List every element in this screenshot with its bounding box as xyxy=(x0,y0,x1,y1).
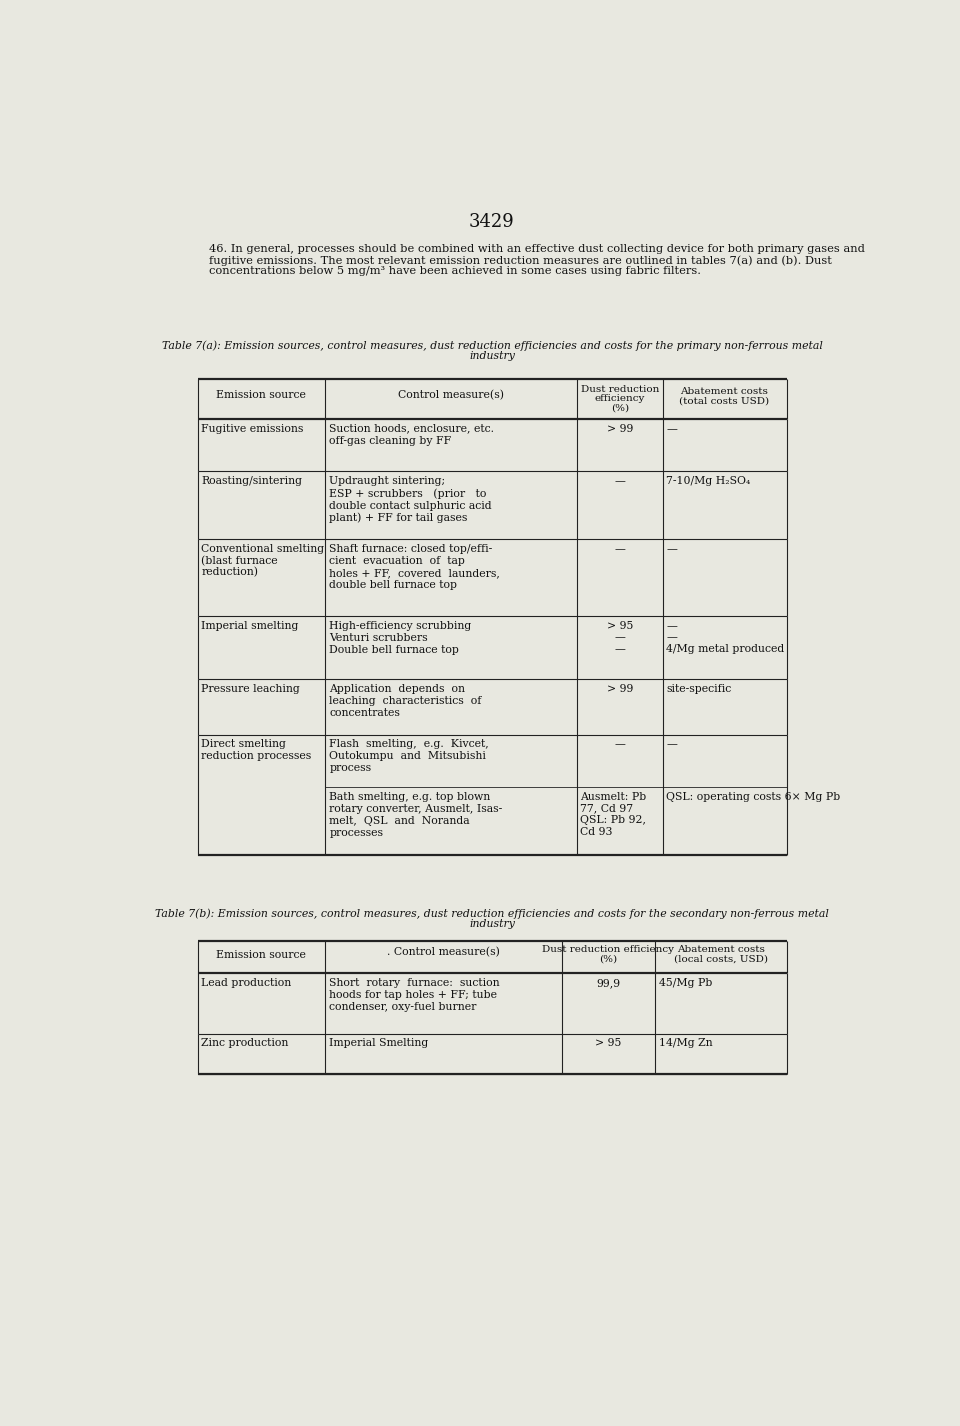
Text: Conventional smelting
(blast furnace
reduction): Conventional smelting (blast furnace red… xyxy=(202,543,324,578)
Text: 14/Mg Zn: 14/Mg Zn xyxy=(659,1038,712,1048)
Text: Zinc production: Zinc production xyxy=(202,1038,289,1048)
Text: > 95
—
—: > 95 — — xyxy=(607,620,633,655)
Text: —: — xyxy=(614,543,625,553)
Text: Table 7(b): Emission sources, control measures, dust reduction efficiencies and : Table 7(b): Emission sources, control me… xyxy=(156,908,828,920)
Text: 3429: 3429 xyxy=(469,214,515,231)
Text: > 99: > 99 xyxy=(607,684,633,694)
Text: 46. In general, processes should be combined with an effective dust collecting d: 46. In general, processes should be comb… xyxy=(209,244,865,254)
Text: —: — xyxy=(614,739,625,750)
Text: site-specific: site-specific xyxy=(666,684,732,694)
Text: Roasting/sintering: Roasting/sintering xyxy=(202,476,302,486)
Text: efficiency: efficiency xyxy=(594,395,645,404)
Text: 45/Mg Pb: 45/Mg Pb xyxy=(659,978,712,988)
Text: Imperial Smelting: Imperial Smelting xyxy=(329,1038,428,1048)
Text: (local costs, USD): (local costs, USD) xyxy=(674,954,768,963)
Text: 7-10/Mg H₂SO₄: 7-10/Mg H₂SO₄ xyxy=(666,476,751,486)
Text: (%): (%) xyxy=(611,404,629,412)
Text: . Control measure(s): . Control measure(s) xyxy=(387,947,500,957)
Text: Application  depends  on
leaching  characteristics  of
concentrates: Application depends on leaching characte… xyxy=(329,684,482,717)
Text: Direct smelting
reduction processes: Direct smelting reduction processes xyxy=(202,739,312,761)
Text: Bath smelting, e.g. top blown
rotary converter, Ausmelt, Isas-
melt,  QSL  and  : Bath smelting, e.g. top blown rotary con… xyxy=(329,791,502,837)
Text: Flash  smelting,  e.g.  Kivcet,
Outokumpu  and  Mitsubishi
process: Flash smelting, e.g. Kivcet, Outokumpu a… xyxy=(329,739,489,773)
Text: Lead production: Lead production xyxy=(202,978,292,988)
Text: Dust reduction: Dust reduction xyxy=(581,385,660,394)
Text: Shaft furnace: closed top/effi-
cient  evacuation  of  tap
holes + FF,  covered : Shaft furnace: closed top/effi- cient ev… xyxy=(329,543,500,590)
Text: Dust reduction efficiency: Dust reduction efficiency xyxy=(542,945,674,954)
Text: QSL: operating costs 6× Mg Pb: QSL: operating costs 6× Mg Pb xyxy=(666,791,841,801)
Text: industry: industry xyxy=(469,918,515,928)
Text: —: — xyxy=(614,476,625,486)
Text: Abatement costs: Abatement costs xyxy=(681,388,768,396)
Text: Fugitive emissions: Fugitive emissions xyxy=(202,424,303,434)
Text: > 99: > 99 xyxy=(607,424,633,434)
Text: Ausmelt: Pb
77, Cd 97
QSL: Pb 92,
Cd 93: Ausmelt: Pb 77, Cd 97 QSL: Pb 92, Cd 93 xyxy=(581,791,647,837)
Text: concentrations below 5 mg/m³ have been achieved in some cases using fabric filte: concentrations below 5 mg/m³ have been a… xyxy=(209,265,701,275)
Text: fugitive emissions. The most relevant emission reduction measures are outlined i: fugitive emissions. The most relevant em… xyxy=(209,255,832,265)
Text: 99,9: 99,9 xyxy=(596,978,620,988)
Text: —
—
4/Mg metal produced: — — 4/Mg metal produced xyxy=(666,620,784,655)
Text: Emission source: Emission source xyxy=(217,950,306,960)
Text: Control measure(s): Control measure(s) xyxy=(398,389,504,401)
Text: Suction hoods, enclosure, etc.
off-gas cleaning by FF: Suction hoods, enclosure, etc. off-gas c… xyxy=(329,424,494,446)
Text: —: — xyxy=(666,739,677,750)
Text: > 95: > 95 xyxy=(595,1038,621,1048)
Text: —: — xyxy=(666,424,677,434)
Text: Emission source: Emission source xyxy=(217,389,306,399)
Text: (%): (%) xyxy=(599,954,617,963)
Text: (total costs USD): (total costs USD) xyxy=(680,396,770,406)
Text: Updraught sintering;
ESP + scrubbers   (prior   to
double contact sulphuric acid: Updraught sintering; ESP + scrubbers (pr… xyxy=(329,476,492,523)
Text: Imperial smelting: Imperial smelting xyxy=(202,620,299,630)
Text: Short  rotary  furnace:  suction
hoods for tap holes + FF; tube
condenser, oxy-f: Short rotary furnace: suction hoods for … xyxy=(329,978,500,1012)
Text: Pressure leaching: Pressure leaching xyxy=(202,684,300,694)
Text: High-efficiency scrubbing
Venturi scrubbers
Double bell furnace top: High-efficiency scrubbing Venturi scrubb… xyxy=(329,620,471,655)
Text: Table 7(a): Emission sources, control measures, dust reduction efficiencies and : Table 7(a): Emission sources, control me… xyxy=(161,341,823,351)
Text: industry: industry xyxy=(469,351,515,361)
Text: Abatement costs: Abatement costs xyxy=(677,945,764,954)
Text: —: — xyxy=(666,543,677,553)
